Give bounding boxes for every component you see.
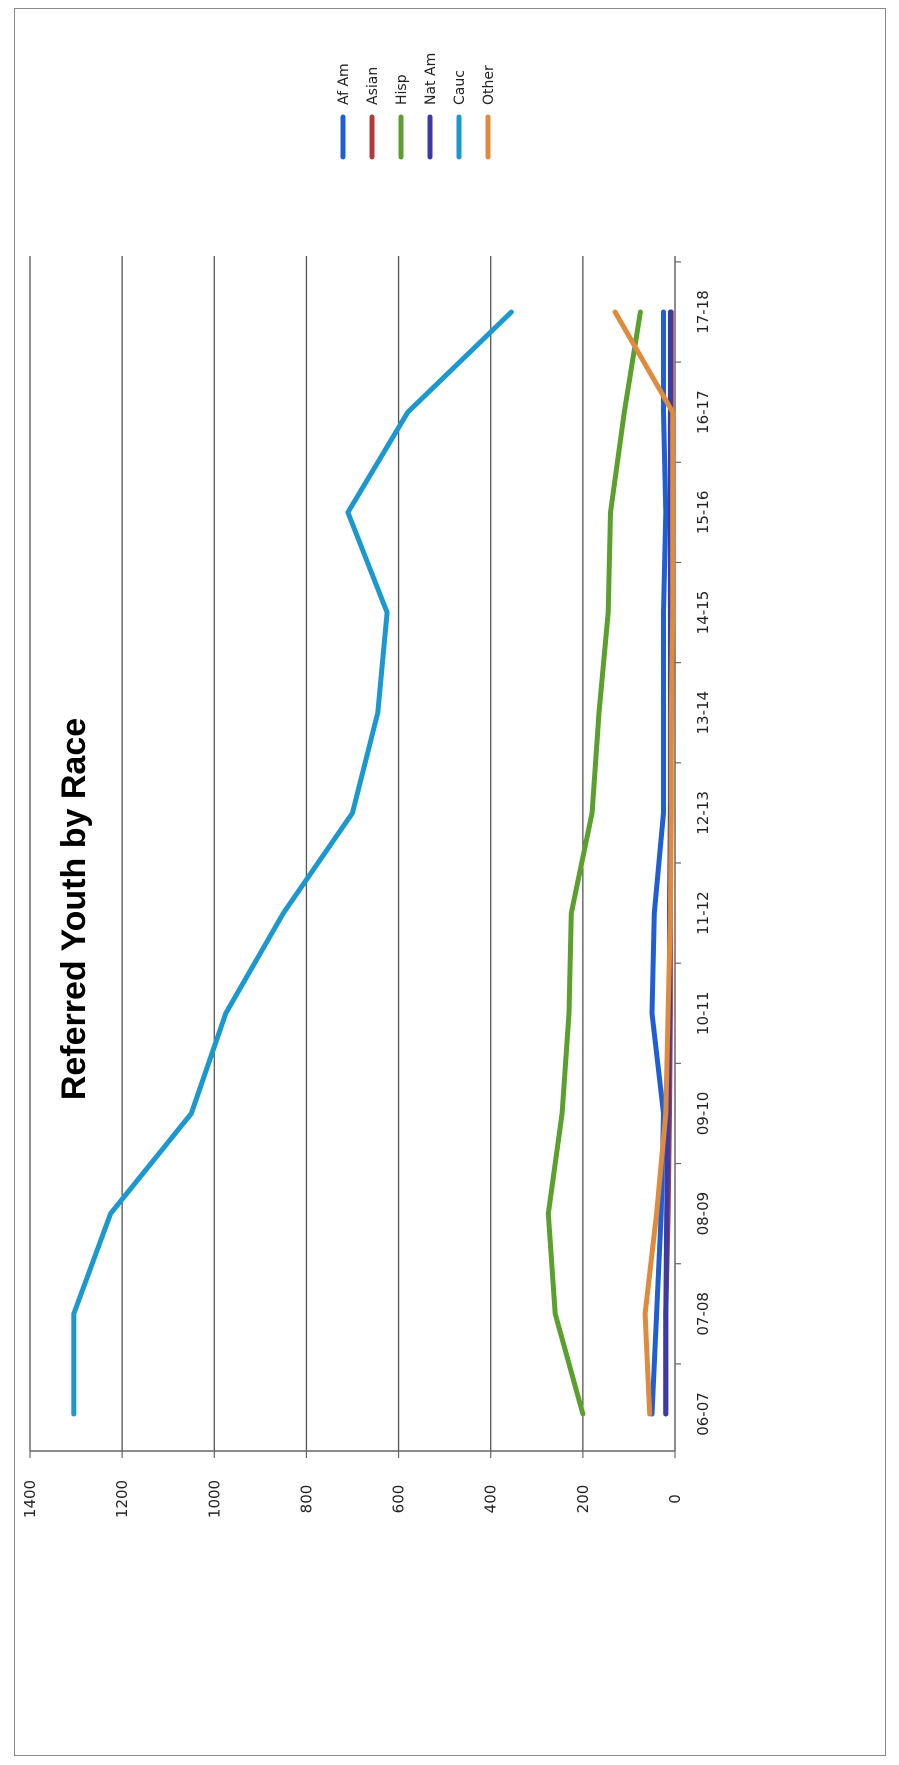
x-tick-label: 11-12	[694, 891, 712, 935]
x-tick-label: 16-17	[694, 390, 712, 434]
x-tick-label: 10-11	[694, 991, 712, 1035]
x-tick-label: 08-09	[694, 1192, 712, 1236]
series-lines	[71, 309, 676, 1417]
legend-label: Asian	[365, 67, 381, 105]
legend-label: Nat Am	[423, 53, 439, 105]
gridlines	[29, 256, 584, 1451]
x-tick-label: 17-18	[694, 290, 712, 334]
x-tick-label: 09-10	[694, 1092, 712, 1136]
y-tick-label: 0	[666, 1494, 684, 1504]
y-tick-label: 400	[482, 1485, 500, 1514]
y-tick-label: 1000	[205, 1480, 223, 1518]
x-tick-labels: 06-07 07-08 08-09 09-10 10-11 11-12 12-13 13-14…	[694, 290, 712, 1436]
chart-title: Referred Youth by Race	[55, 718, 93, 1100]
x-tick-label: 13-14	[694, 691, 712, 735]
x-tick-label: 15-16	[694, 491, 712, 535]
y-tick-label: 200	[574, 1485, 592, 1514]
series-line-af-am	[649, 309, 669, 1417]
chart-frame: 0 200 400 600 800 1000 1200 1400 06-07 07-08 08-0…	[14, 8, 886, 1756]
y-tick-label: 1400	[21, 1480, 39, 1518]
line-chart: 0 200 400 600 800 1000 1200 1400 06-07 07-08 08-0…	[21, 53, 712, 1518]
legend-label: Other	[481, 65, 497, 105]
legend-label: Af Am	[336, 63, 352, 105]
x-tick-label: 14-15	[694, 591, 712, 635]
legend-label: Hisp	[394, 74, 410, 105]
legend: Af Am Asian Hisp Nat Am Cauc Other	[336, 53, 497, 160]
x-tick-label: 12-13	[694, 791, 712, 835]
y-tick-label: 800	[297, 1485, 315, 1514]
x-tick-label: 06-07	[694, 1392, 712, 1436]
series-line-hisp	[545, 309, 643, 1417]
series-line-other	[612, 309, 676, 1417]
y-tick-label: 600	[390, 1485, 408, 1514]
legend-label: Cauc	[452, 70, 468, 105]
x-tick-label: 07-08	[694, 1292, 712, 1336]
y-tick-labels: 0 200 400 600 800 1000 1200 1400	[21, 1480, 684, 1518]
y-tick-label: 1200	[113, 1480, 131, 1518]
series-line-cauc	[71, 309, 514, 1417]
